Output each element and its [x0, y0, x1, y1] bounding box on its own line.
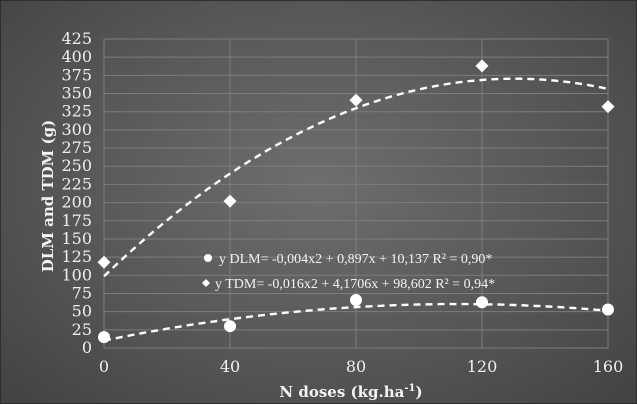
x-tick-label: 120	[467, 357, 498, 376]
x-tick-label: 160	[593, 357, 624, 376]
y-tick-label: 250	[61, 156, 92, 175]
x-axis-title: N doses (kg.ha-1)	[279, 383, 422, 401]
data-point-tdm	[601, 100, 615, 114]
y-tick-label: 25	[72, 320, 92, 339]
data-point-tdm	[349, 93, 363, 107]
data-point-dlm	[602, 303, 614, 316]
trend-lines	[103, 77, 609, 342]
y-tick-label: 50	[72, 302, 92, 321]
y-tick-labels: 0255075100125150175200225250275300325350…	[61, 29, 92, 357]
y-tick-label: 300	[61, 120, 92, 139]
y-axis-title: DLM and TDM (g)	[39, 120, 57, 272]
y-tick-label: 0	[82, 338, 92, 357]
data-point-tdm	[223, 194, 237, 208]
y-tick-label: 400	[61, 47, 92, 66]
data-point-tdm	[97, 255, 111, 269]
trendline-dlm	[103, 302, 609, 342]
y-tick-label: 275	[61, 138, 92, 157]
y-tick-label: 75	[72, 283, 92, 302]
y-tick-label: 225	[61, 174, 92, 193]
y-tick-label: 375	[61, 65, 92, 84]
data-point-dlm	[476, 296, 488, 309]
x-tick-label: 0	[99, 357, 109, 376]
data-point-tdm	[475, 59, 489, 73]
data-point-dlm	[350, 294, 362, 307]
legend-tdm-equation: y TDM= -0,016x2 + 4,1706x + 98,602 R² = …	[215, 277, 495, 292]
x-tick-label: 80	[346, 357, 366, 376]
y-tick-label: 175	[61, 211, 92, 230]
y-tick-label: 125	[61, 247, 92, 266]
y-tick-label: 100	[61, 265, 92, 284]
legend-circle-marker	[204, 254, 212, 262]
y-tick-label: 150	[61, 229, 92, 248]
legend-dlm-equation: y DLM= -0,004x2 + 0,897x + 10,137 R² = 0…	[219, 252, 492, 267]
data-point-dlm	[98, 331, 110, 344]
x-tick-labels: 0 40 80 120 160	[99, 357, 623, 376]
data-points	[97, 59, 615, 344]
y-tick-label: 325	[61, 102, 92, 121]
x-tick-label: 40	[220, 357, 240, 376]
y-tick-label: 350	[61, 84, 92, 103]
trendline-tdm	[103, 77, 609, 278]
data-point-dlm	[224, 320, 236, 333]
legend-diamond-marker	[202, 279, 210, 287]
y-tick-label: 200	[61, 193, 92, 212]
y-tick-label: 425	[61, 29, 92, 48]
legend: y DLM= -0,004x2 + 0,897x + 10,137 R² = 0…	[202, 252, 495, 292]
